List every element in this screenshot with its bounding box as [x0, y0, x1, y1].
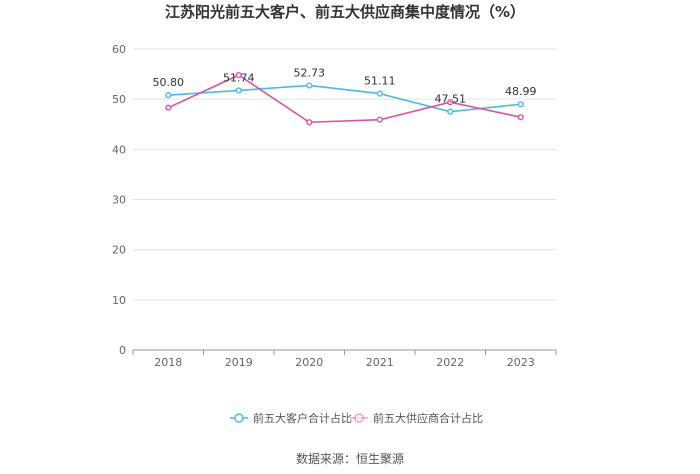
y-axis: 0 10 20 30 40 50 60 [112, 43, 126, 357]
x-tick-label: 2021 [366, 356, 394, 369]
legend: 前五大客户合计占比 前五大供应商合计占比 [230, 411, 483, 425]
data-point [306, 119, 313, 126]
data-label: 50.80 [153, 76, 185, 89]
data-point [517, 101, 524, 108]
y-tick-label: 60 [112, 43, 126, 56]
data-label: 52.73 [294, 66, 326, 79]
data-label: 51.11 [364, 75, 396, 88]
legend-label-2: 前五大供应商合计占比 [373, 411, 483, 425]
chart-title: 江苏阳光前五大客户、前五大供应商集中度情况（%） [165, 3, 525, 21]
x-axis: 2018 2019 2020 2021 2022 2023 [132, 349, 557, 369]
data-labels: 50.80 51.74 52.73 51.11 47.51 48.99 [153, 66, 537, 105]
gridlines [133, 48, 556, 301]
data-label: 47.51 [435, 93, 467, 106]
series-line-1 [168, 84, 521, 113]
data-point [517, 114, 524, 121]
x-tick-label: 2023 [507, 356, 535, 369]
series-line-2 [167, 74, 521, 124]
y-tick-label: 0 [119, 344, 126, 357]
y-tick-label: 40 [112, 143, 126, 156]
series-group [165, 71, 524, 126]
data-point [376, 90, 383, 97]
data-label: 51.74 [223, 71, 255, 84]
y-tick-label: 50 [112, 93, 126, 106]
y-tick-label: 20 [112, 244, 126, 257]
x-tick-label: 2022 [436, 356, 464, 369]
x-tick-label: 2020 [295, 356, 323, 369]
y-tick-label: 30 [112, 194, 126, 207]
data-label: 48.99 [505, 85, 537, 98]
data-point [447, 99, 454, 106]
x-tick-label: 2018 [154, 356, 182, 369]
legend-marker-2 [354, 413, 364, 423]
data-point [235, 87, 242, 94]
data-point [376, 116, 383, 123]
data-point [235, 71, 242, 79]
data-point [447, 108, 454, 115]
y-tick-label: 10 [112, 294, 126, 307]
source-note: 数据来源：恒生聚源 [296, 451, 404, 466]
data-point [306, 82, 313, 89]
data-point [165, 92, 172, 99]
legend-marker-1 [234, 413, 244, 423]
legend-label-1: 前五大客户合计占比 [253, 411, 352, 425]
x-tick-label: 2019 [225, 356, 253, 369]
data-point [165, 104, 172, 111]
